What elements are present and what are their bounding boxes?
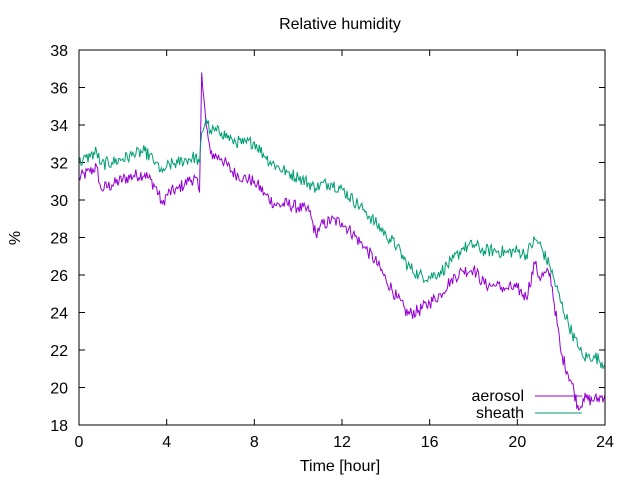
x-tick-label: 20 [508, 434, 526, 451]
series-aerosol-line [78, 72, 606, 411]
y-tick-label: 34 [50, 118, 68, 135]
y-tick-label: 32 [50, 156, 68, 173]
y-tick-label: 22 [50, 343, 68, 360]
axis-ticks: 0 4 8 12 16 20 24 18 20 22 24 26 28 30 32 34 36 38 [50, 43, 614, 451]
y-tick-label: 24 [50, 306, 68, 323]
y-tick-label: 36 [50, 81, 68, 98]
chart-title: Relative humidity [279, 16, 401, 33]
y-tick-label: 20 [50, 381, 68, 398]
y-tick-label: 30 [50, 193, 68, 210]
plot-frame [78, 49, 606, 426]
x-tick-label: 0 [75, 434, 84, 451]
x-tick-label: 12 [333, 434, 351, 451]
y-tick-label: 38 [50, 43, 68, 60]
series-sheath-line [78, 117, 606, 369]
y-tick-label: 18 [50, 418, 68, 435]
y-tick-label: 28 [50, 231, 68, 248]
x-tick-label: 16 [421, 434, 439, 451]
series-layer [78, 72, 606, 411]
legend-label-aerosol: aerosol [472, 388, 524, 405]
x-tick-label: 8 [250, 434, 259, 451]
x-axis-label: Time [hour] [300, 458, 380, 475]
x-tick-label: 4 [162, 434, 171, 451]
x-tick-label: 24 [596, 434, 614, 451]
y-axis-label: % [7, 231, 24, 245]
legend-label-sheath: sheath [476, 405, 524, 422]
y-tick-label: 26 [50, 268, 68, 285]
